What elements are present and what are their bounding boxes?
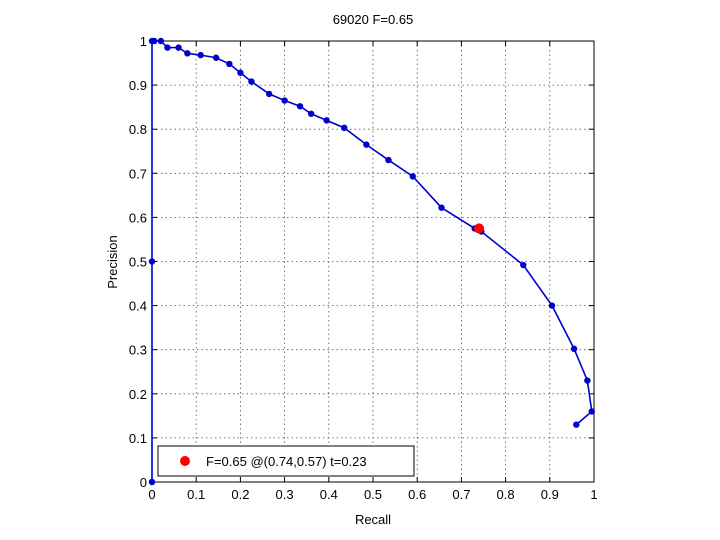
y-tick-label: 0.9: [129, 78, 147, 93]
x-tick-label: 0.2: [231, 487, 249, 502]
x-tick-label: 0.5: [364, 487, 382, 502]
data-point: [588, 408, 595, 415]
data-point: [151, 37, 158, 45]
x-tick-label: 1: [590, 487, 597, 502]
data-point: [548, 302, 556, 309]
y-tick-label: 0.4: [129, 299, 147, 314]
grid-lines: [152, 41, 594, 482]
data-point: [573, 421, 580, 428]
y-tick-label: 0.6: [129, 210, 147, 225]
y-tick-label: 0: [140, 475, 147, 490]
data-point: [157, 37, 165, 45]
data-point: [148, 258, 156, 265]
x-tick-label: 0.8: [497, 487, 515, 502]
x-axis-label: Recall: [355, 512, 391, 527]
chart-title: 69020 F=0.65: [333, 12, 414, 27]
data-point: [570, 345, 578, 353]
data-point: [148, 478, 156, 486]
best-f-point: [474, 223, 485, 234]
series-group: [148, 37, 595, 486]
data-point: [409, 173, 416, 180]
y-tick-label: 0.3: [129, 343, 147, 358]
y-tick-label: 0.5: [129, 255, 147, 270]
y-tick-label: 0.8: [129, 122, 147, 137]
y-tick-label: 0.7: [129, 166, 147, 181]
data-point: [584, 377, 591, 384]
y-tick-label: 1: [140, 34, 147, 49]
data-point: [520, 261, 527, 269]
data-point: [438, 204, 445, 211]
data-point: [341, 124, 348, 132]
data-point: [281, 97, 288, 104]
data-point: [323, 117, 330, 124]
data-point: [296, 103, 304, 110]
x-tick-label: 0: [148, 487, 155, 502]
legend-marker: [180, 456, 190, 466]
y-axis-label: Precision: [105, 235, 120, 288]
x-tick-label: 0.9: [541, 487, 559, 502]
data-point: [363, 141, 370, 148]
data-point: [237, 69, 244, 76]
x-tick-label: 0.6: [408, 487, 426, 502]
highlight-group: [474, 223, 485, 234]
y-tick-label: 0.2: [129, 387, 147, 402]
x-tick-label: 0.3: [276, 487, 294, 502]
data-point: [248, 78, 255, 85]
x-tick-label: 0.4: [320, 487, 338, 502]
data-point: [197, 51, 204, 59]
data-point: [265, 90, 273, 98]
data-point: [212, 54, 220, 61]
data-point: [184, 50, 191, 57]
data-point: [164, 44, 171, 51]
y-tick-label: 0.1: [129, 431, 147, 446]
data-point: [226, 60, 233, 68]
legend: F=0.65 @(0.74,0.57) t=0.23: [157, 445, 415, 477]
axis-ticks: 0 0.1 0.2 0.3 0.4 0.5 0.6 0.7 0.8 0.9 1 0 0.1 0.2 0.3 0…: [129, 34, 598, 502]
legend-label: F=0.65 @(0.74,0.57) t=0.23: [206, 454, 367, 469]
data-point: [175, 44, 182, 51]
data-point: [385, 156, 392, 164]
data-point: [307, 110, 315, 117]
x-tick-label: 0.1: [187, 487, 205, 502]
x-tick-label: 0.7: [452, 487, 470, 502]
legend-box: [157, 445, 415, 477]
